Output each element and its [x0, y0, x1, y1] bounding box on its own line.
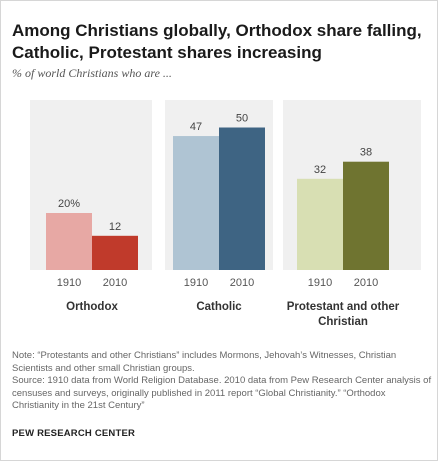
year-label-2-1: 2010 — [354, 277, 378, 289]
bar-0-0 — [46, 213, 92, 270]
year-label-1-1: 2010 — [230, 277, 254, 289]
data-label-0-1: 12 — [109, 221, 121, 233]
data-label-2-0: 32 — [314, 164, 326, 176]
bar-2-1 — [343, 161, 389, 270]
chart-title: Among Christians globally, Orthodox shar… — [12, 21, 422, 62]
category-label-0: Orthodox — [66, 301, 118, 313]
source-text: Source: 1910 data from World Religion Da… — [12, 375, 432, 411]
category-label-2-line-0: Protestant and other — [287, 301, 400, 313]
bar-0-1 — [92, 235, 138, 270]
note-text: Note: “Protestants and other Christians”… — [12, 350, 397, 374]
chart-note: Note: “Protestants and other Christians”… — [12, 350, 432, 413]
category-label-2-line-1: Christian — [318, 316, 368, 328]
data-label-0-0: 20% — [58, 198, 80, 210]
bar-1-1 — [219, 127, 265, 270]
bar-2-0 — [297, 178, 343, 270]
bar-1-0 — [173, 136, 219, 270]
data-label-2-1: 38 — [360, 147, 372, 159]
publisher-logo: PEW RESEARCH CENTER — [12, 428, 136, 439]
bar-chart: 20% 1910 12 2010 Orthodox 47 1910 50 2010 Catholi… — [30, 100, 421, 328]
year-label-0-1: 2010 — [103, 277, 127, 289]
chart-subtitle: % of world Christians who are ... — [12, 66, 172, 80]
year-label-0-0: 1910 — [57, 277, 81, 289]
year-label-2-0: 1910 — [308, 277, 332, 289]
data-label-1-1: 50 — [236, 113, 248, 125]
year-label-1-0: 1910 — [184, 277, 208, 289]
category-label-1: Catholic — [196, 301, 242, 313]
data-label-1-0: 47 — [190, 121, 202, 133]
